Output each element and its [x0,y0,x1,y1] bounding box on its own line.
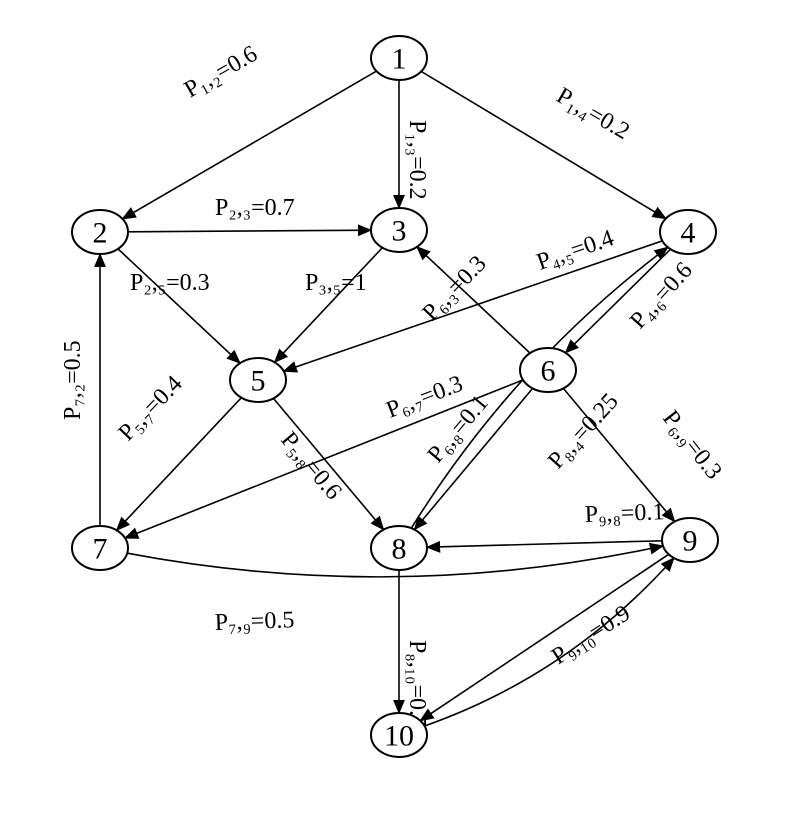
edge-label-1-4: P₁,₄=0.2 [552,83,634,145]
node-1: 1 [371,36,427,80]
edge-5-8 [273,398,383,529]
edge-label-5-7: P₅,₇=0.4 [114,371,188,446]
edge-1-4 [421,71,666,218]
edge-3-5 [275,248,383,363]
node-label-10: 10 [384,720,414,753]
edge-9-10 [420,554,668,720]
node-6: 6 [520,348,576,392]
node-label-4: 4 [681,217,696,250]
edge-label-1-3: P₁,₃=0.2 [404,120,430,200]
node-9: 9 [662,518,718,562]
edge-label-4-5: P₄,₅=0.4 [533,225,617,276]
edge-label-4-6: P₄,₆=0.6 [625,257,698,334]
edge-label-3-5: P₃,₅=1 [305,270,367,296]
edge-label-5-8: P₅,₈=0.6 [275,427,346,505]
node-label-3: 3 [392,215,407,248]
edge-2-5 [118,249,240,363]
edge-label-6-3: P₆,₃=0.3 [418,251,492,326]
node-4: 4 [660,210,716,254]
edge-label-7-9: P₇,₉=0.5 [214,607,294,636]
edge-label-1-2: P₁,₂=0.6 [180,41,262,103]
edge-label-2-3: P₂,₃=0.7 [215,195,295,221]
edge-label-2-5: P₂,₅=0.3 [130,270,210,296]
node-label-5: 5 [251,365,266,398]
edge-label-9-8: P₉,₈=0.1 [584,499,664,528]
edge-label-9-10: P₉,₁₀=0.9 [547,600,635,670]
node-label-2: 2 [93,217,108,250]
node-2: 2 [72,210,128,254]
edge-10-9 [425,558,674,726]
node-5: 5 [230,358,286,402]
node-8: 8 [371,526,427,570]
edge-label-6-9: P₆,₉=0.3 [657,406,727,485]
edge-label-8-4: P₈,₄=0.25 [543,389,624,474]
node-3: 3 [371,208,427,252]
node-label-8: 8 [392,533,407,566]
node-label-7: 7 [93,533,108,566]
node-label-6: 6 [541,355,556,388]
edge-2-3 [128,230,371,232]
edge-labels-layer: P₁,₂=0.6 P₁,₃=0.2 P₁,₄=0.2 P₂,₃=0.7 P₂,₅=0.3… [60,41,727,740]
edge-label-7-2: P₇,₂=0.5 [60,340,86,420]
node-label-1: 1 [392,43,407,76]
node-7: 7 [72,526,128,570]
node-10: 10 [371,713,427,757]
node-label-9: 9 [683,525,698,558]
probability-graph: P₁,₂=0.6 P₁,₃=0.2 P₁,₄=0.2 P₂,₃=0.7 P₂,₅=0.3… [0,0,800,820]
edge-9-8 [427,541,662,547]
